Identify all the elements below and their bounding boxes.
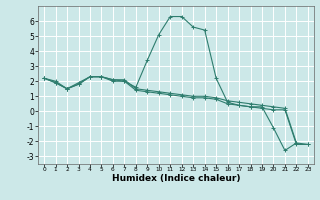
X-axis label: Humidex (Indice chaleur): Humidex (Indice chaleur) [112,174,240,183]
